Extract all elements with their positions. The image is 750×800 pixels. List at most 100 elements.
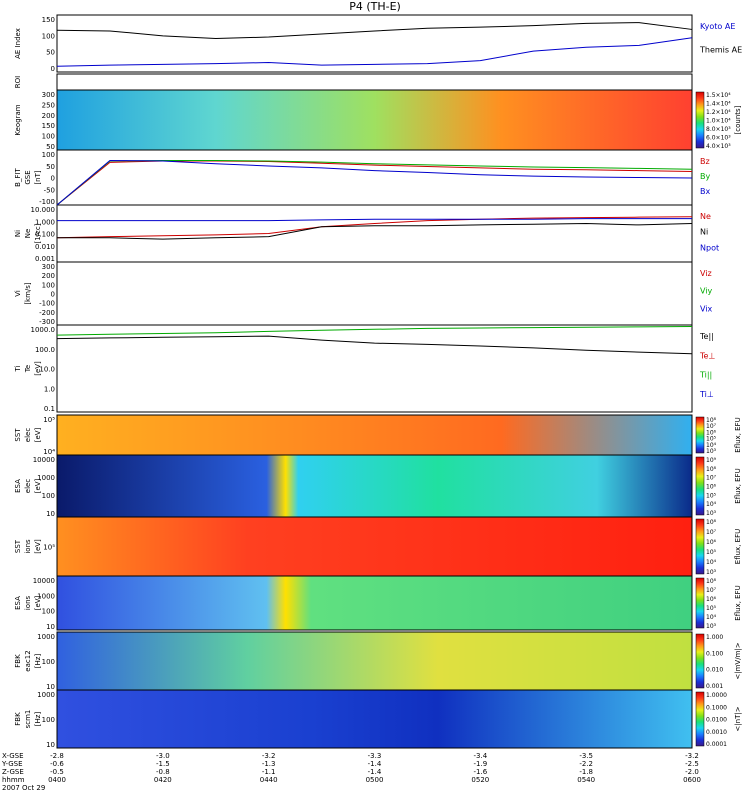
- legend-n: Ni: [700, 228, 708, 237]
- cbar-label-esai: Eflux, EFU: [734, 585, 742, 620]
- ytick-fbkb: 100: [42, 716, 55, 724]
- xtick-label: -1.4: [368, 760, 382, 768]
- cbar-label-esae: Eflux, EFU: [734, 468, 742, 503]
- xaxis-row-label: hhmm: [2, 776, 25, 784]
- legend-v: Vix: [700, 304, 713, 313]
- ytick-kp: 300: [42, 91, 55, 99]
- xtick-label: -2.0: [685, 768, 699, 776]
- ytick-ae: 0: [51, 65, 55, 73]
- axes-box-fbkb: [56, 689, 693, 749]
- series-ti: [56, 326, 693, 336]
- cbar-tick-sste: 10⁶: [706, 429, 717, 436]
- ylabel-n: Ni: [14, 230, 22, 237]
- xtick-label: -3.2: [262, 752, 276, 760]
- xtick-label: -1.8: [579, 768, 593, 776]
- cbar-tick-kp: 6.0×10³: [706, 135, 731, 142]
- ytick-t: 10.0: [39, 366, 55, 374]
- ylabel-sste: SST: [14, 428, 22, 442]
- cbar-tick-fbke: 0.100: [706, 650, 723, 657]
- ytick-esai: 10000: [33, 577, 55, 585]
- ytick-kp: 250: [42, 101, 55, 109]
- xtick-label: 0420: [154, 776, 172, 784]
- cbar-tick-esae: 10⁷: [706, 475, 717, 482]
- series-bx: [56, 159, 693, 206]
- series-ne: [56, 216, 693, 239]
- xtick-label: -1.5: [156, 760, 170, 768]
- ylabel-kp: Keogram: [14, 104, 22, 135]
- ytick-v: 300: [42, 263, 55, 271]
- spectrogram-fbkb: [57, 690, 692, 748]
- cbar-tick-esae: 10⁸: [706, 466, 717, 473]
- cbar-tick-esai: 10⁴: [706, 614, 717, 621]
- xtick-label: -3.4: [473, 752, 487, 760]
- series-npot: [57, 218, 692, 222]
- xtick-label: -2.8: [50, 752, 64, 760]
- cbar-tick-fbkb: 0.0010: [706, 729, 727, 736]
- spectrogram-kp: [57, 90, 692, 150]
- xaxis-row-label: Y-GSE: [1, 760, 23, 768]
- ytick-esae: 100: [42, 492, 55, 500]
- ytick-ssti: 10⁵: [43, 544, 55, 552]
- legend-v: Viz: [700, 269, 712, 278]
- xtick-label: 0600: [683, 776, 701, 784]
- ytick-v: -100: [39, 300, 55, 308]
- spectrogram-fbke: [57, 632, 692, 690]
- xtick-label: -3.2: [685, 752, 699, 760]
- ytick-t: 1000.0: [31, 326, 56, 334]
- panel-fbkb: FBK scm1 [Hz] 10 100 1000 1.0000 0.1000 0.0100 0.…: [14, 689, 742, 749]
- ylabel-t: [eV]: [34, 361, 42, 376]
- colorbar-ssti: [695, 518, 705, 575]
- xtick-label: 0440: [260, 776, 278, 784]
- xtick-label: -1.4: [368, 768, 382, 776]
- xtick-label: -0.6: [50, 760, 64, 768]
- ytick-n: 10.000: [31, 206, 56, 214]
- legend-ae: Themis AE: [699, 46, 742, 55]
- ylabel-esae: elec: [24, 479, 32, 494]
- cbar-label-sste: Eflux, EFU: [734, 417, 742, 452]
- ytick-n: 0.010: [35, 243, 55, 251]
- xtick-label: 0500: [366, 776, 384, 784]
- legend-n: Ne: [700, 212, 711, 221]
- panel-esai: ESA ions [eV] 10 100 1000 10000 10⁸ 10⁷ 10⁶ 10⁵ 10⁴…: [14, 575, 742, 631]
- spectrogram-ssti: [57, 517, 692, 576]
- ytick-fbke: 100: [42, 658, 55, 666]
- ylabel-esai: ions: [24, 595, 32, 610]
- cbar-tick-fbke: 0.010: [706, 667, 723, 674]
- series-ni: [57, 223, 693, 240]
- ytick-ae: 100: [42, 32, 55, 40]
- ylabel-esae: ESA: [14, 479, 22, 493]
- ytick-fbkb: 10: [46, 741, 55, 749]
- series-themisae: [56, 22, 693, 40]
- cbar-tick-kp: 4.0×10³: [706, 143, 731, 150]
- ytick-kp: 50: [46, 143, 55, 151]
- legend-bfit: Bx: [700, 187, 710, 196]
- legend-v: Viy: [700, 287, 713, 296]
- cbar-tick-ssti: 10³: [706, 569, 717, 576]
- xaxis-row-label: Z-GSE: [2, 768, 24, 776]
- cbar-tick-ssti: 10⁸: [706, 519, 717, 526]
- axes-box-ae: [56, 14, 693, 73]
- ylabel-esai: [eV]: [34, 595, 42, 610]
- ylabel-bfit: GSE: [24, 170, 32, 184]
- xtick-label: -2.2: [579, 760, 593, 768]
- ylabel-fbke: FBK: [14, 654, 22, 668]
- ytick-bfit: 0: [51, 175, 55, 183]
- ylabel-t: Te: [24, 365, 32, 373]
- ytick-v: -200: [39, 309, 55, 317]
- ytick-t: 0.1: [44, 405, 55, 413]
- xtick-label: -1.3: [262, 760, 276, 768]
- ytick-esae: 1000: [37, 474, 55, 482]
- panel-ae: AE Index 0 50 100 150 Kyoto AE Themis AE: [14, 14, 742, 73]
- colorbar-sste: [695, 416, 705, 454]
- cbar-tick-sste: 10⁵: [706, 436, 717, 443]
- cbar-tick-esai: 10⁸: [706, 578, 717, 585]
- ytick-esai: 100: [42, 608, 55, 616]
- cbar-tick-esae: 10⁵: [706, 492, 717, 499]
- axes-box-n: [56, 204, 693, 263]
- ytick-t: 1.0: [44, 385, 55, 393]
- xtick-label: 0520: [471, 776, 489, 784]
- series-by: [56, 159, 693, 206]
- ytick-ae: 150: [42, 16, 55, 24]
- cbar-tick-sste: 10⁸: [706, 417, 717, 424]
